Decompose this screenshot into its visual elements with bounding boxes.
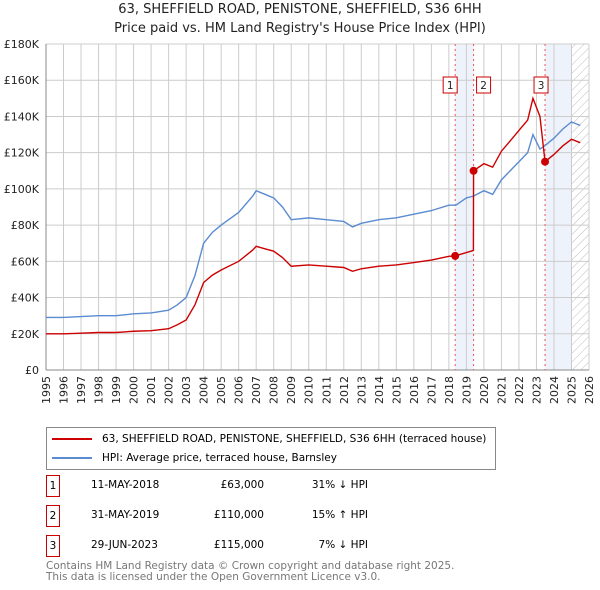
y-tick-label: £180K	[4, 38, 40, 51]
legend-swatch-property	[52, 438, 92, 440]
x-tick-label: 2002	[163, 376, 176, 404]
x-tick-label: 2005	[215, 376, 228, 404]
sale-row-2: 2 31-MAY-2019 £110,000 15% ↑ HPI	[46, 505, 446, 527]
sale-label-box	[442, 76, 458, 94]
sale-point	[451, 251, 460, 260]
x-tick-label: 2025	[565, 376, 578, 404]
sale-point	[469, 166, 478, 175]
y-tick-label: £40K	[11, 292, 40, 305]
legend-label-property: 63, SHEFFIELD ROAD, PENISTONE, SHEFFIELD…	[102, 433, 487, 445]
y-tick-label: £0	[25, 364, 39, 377]
sale-date: 31-MAY-2019	[91, 509, 160, 521]
x-tick-label: 2008	[268, 376, 281, 404]
sale-price: £110,000	[213, 509, 264, 521]
chart-subtitle: Price paid vs. HM Land Registry's House …	[114, 21, 486, 36]
footer-line-2: This data is licensed under the Open Gov…	[46, 571, 381, 583]
legend-swatch-hpi	[52, 457, 92, 459]
x-tick-label: 1996	[58, 376, 71, 404]
y-tick-label: £100K	[4, 183, 40, 196]
footer-line-1: Contains HM Land Registry data © Crown c…	[46, 560, 455, 572]
x-tick-label: 2019	[460, 376, 473, 404]
shaded-period-1	[455, 44, 474, 370]
sale-hpi-diff: 7% ↓ HPI	[318, 539, 368, 551]
sale-label-box	[476, 76, 492, 94]
x-tick-label: 2011	[320, 376, 333, 404]
x-tick-label: 2020	[478, 376, 491, 404]
x-tick-label: 2026	[583, 376, 596, 404]
x-tick-label: 2006	[233, 376, 246, 404]
x-tick-label: 2010	[303, 376, 316, 404]
x-tick-label: 2000	[128, 376, 141, 404]
x-tick-label: 2003	[180, 376, 193, 404]
x-tick-label: 2021	[495, 376, 508, 404]
x-tick-label: 2012	[338, 376, 351, 404]
x-tick-label: 1995	[40, 376, 53, 404]
sale-price: £63,000	[220, 479, 264, 491]
sale-row-3: 3 29-JUN-2023 £115,000 7% ↓ HPI	[46, 535, 446, 557]
sale-price: £115,000	[213, 539, 264, 551]
sale-date: 29-JUN-2023	[91, 539, 158, 551]
y-tick-label: £120K	[4, 147, 40, 160]
x-tick-label: 2004	[198, 376, 211, 404]
sale-label: 3	[538, 80, 545, 92]
sale-point	[541, 157, 550, 166]
sale-hpi-diff: 15% ↑ HPI	[311, 509, 368, 521]
sale-row-1: 1 11-MAY-2018 £63,000 31% ↓ HPI	[46, 475, 446, 497]
x-tick-label: 2023	[530, 376, 543, 404]
y-tick-label: £20K	[11, 328, 40, 341]
x-tick-label: 2007	[250, 376, 263, 404]
legend-label-hpi: HPI: Average price, terraced house, Barn…	[102, 452, 337, 464]
future-hatch	[571, 44, 589, 370]
x-tick-label: 2001	[145, 376, 158, 404]
x-tick-label: 2009	[285, 376, 298, 404]
y-tick-label: £140K	[4, 110, 40, 123]
x-tick-label: 2024	[548, 376, 561, 404]
sale-date: 11-MAY-2018	[91, 479, 160, 491]
x-tick-label: 2017	[425, 376, 438, 404]
sale-marker-box: 1	[46, 475, 60, 497]
sale-label: 2	[480, 80, 487, 92]
x-tick-label: 2018	[443, 376, 456, 404]
x-tick-label: 2014	[373, 376, 386, 404]
plot-area: 1995 1996 1997 1998 1999 2000 2001 2002 2003 2004…	[4, 38, 596, 404]
hpi-line	[46, 121, 581, 319]
x-tick-label: 2013	[355, 376, 368, 404]
shaded-period-2	[545, 44, 572, 370]
x-tick-label: 2015	[390, 376, 403, 404]
sale-marker-box: 3	[46, 535, 60, 557]
x-tick-label: 1998	[93, 376, 106, 404]
legend: 63, SHEFFIELD ROAD, PENISTONE, SHEFFIELD…	[46, 427, 496, 470]
sale-marker-box: 2	[46, 505, 60, 527]
y-tick-label: £60K	[11, 255, 40, 268]
chart-title: 63, SHEFFIELD ROAD, PENISTONE, SHEFFIELD…	[118, 2, 482, 17]
x-tick-label: 1997	[75, 376, 88, 404]
x-tick-label: 2016	[408, 376, 421, 404]
sale-label-box	[533, 76, 549, 94]
y-tick-label: £80K	[11, 219, 40, 232]
x-tick-label: 2022	[513, 376, 526, 404]
sale-hpi-diff: 31% ↓ HPI	[311, 479, 368, 491]
x-tick-label: 1999	[110, 376, 123, 404]
y-tick-label: £160K	[4, 74, 40, 87]
sale-label: 1	[447, 80, 454, 92]
price-paid-line	[46, 95, 581, 335]
footer: Contains HM Land Registry data © Crown c…	[46, 561, 454, 583]
